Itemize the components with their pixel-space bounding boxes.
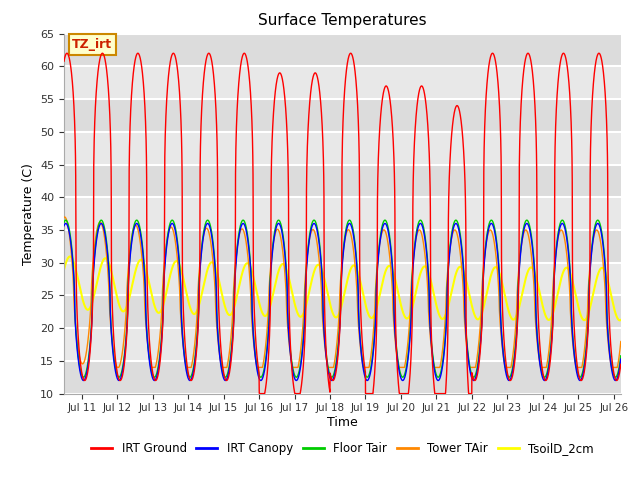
Line: IRT Ground: IRT Ground [64,53,621,394]
IRT Canopy [60,223,68,228]
Tower TAir [422,266,430,272]
TsoilD_2cm [66,253,74,259]
IRT Ground [273,77,281,83]
Bar [64,132,621,165]
Text: TZ_irt: TZ_irt [72,38,113,51]
IRT Ground [205,50,212,56]
Tower TAir [273,227,281,232]
IRT Canopy [476,350,483,356]
IRT Ground [161,137,169,143]
Title: Surface Temperatures: Surface Temperatures [258,13,427,28]
Floor Tair [617,353,625,359]
Tower TAir [161,250,169,256]
TsoilD_2cm [422,264,430,270]
TsoilD_2cm [616,317,623,323]
Line: Floor Tair: Floor Tair [64,220,621,377]
Bar [64,197,621,230]
Bar [64,295,621,328]
Tower TAir [61,214,68,220]
IRT Ground [60,59,68,64]
Legend: IRT Ground, IRT Canopy, Floor Tair, Tower TAir, TsoilD_2cm: IRT Ground, IRT Canopy, Floor Tair, Towe… [86,437,598,460]
Floor Tair [476,348,483,353]
IRT Canopy [273,223,280,229]
Tower TAir [394,361,402,367]
Tower TAir [60,215,68,220]
TsoilD_2cm [476,315,483,321]
Bar [64,263,621,295]
Floor Tair [273,220,280,226]
Y-axis label: Temperature (C): Temperature (C) [22,163,35,264]
IRT Ground [422,105,430,110]
IRT Canopy [161,260,169,265]
Tower TAir [113,364,121,370]
Line: IRT Canopy: IRT Canopy [64,223,621,381]
Floor Tair [518,235,526,240]
IRT Canopy [505,378,513,384]
IRT Ground [255,391,263,396]
Tower TAir [518,238,526,244]
Tower TAir [476,330,483,336]
X-axis label: Time: Time [327,416,358,429]
Floor Tair [422,243,430,249]
Floor Tair [417,217,424,223]
IRT Canopy [617,356,625,362]
TsoilD_2cm [394,289,402,295]
IRT Canopy [417,220,424,226]
Tower TAir [617,339,625,345]
Bar [64,165,621,197]
IRT Ground [476,355,483,360]
Bar [64,66,621,99]
Floor Tair [161,256,169,262]
Floor Tair [394,357,402,363]
IRT Canopy [518,238,526,244]
TsoilD_2cm [617,317,625,323]
TsoilD_2cm [518,292,525,298]
IRT Ground [518,86,526,92]
Bar [64,99,621,132]
Bar [64,34,621,66]
IRT Ground [617,361,625,367]
Line: TsoilD_2cm: TsoilD_2cm [64,256,621,320]
TsoilD_2cm [60,267,68,273]
Floor Tair [505,374,513,380]
TsoilD_2cm [273,275,281,280]
IRT Canopy [422,246,430,252]
Floor Tair [60,219,68,225]
Bar [64,230,621,263]
IRT Ground [394,378,402,384]
Bar [64,361,621,394]
Line: Tower TAir: Tower TAir [64,217,621,367]
IRT Canopy [394,360,402,366]
Bar [64,328,621,361]
TsoilD_2cm [161,294,169,300]
